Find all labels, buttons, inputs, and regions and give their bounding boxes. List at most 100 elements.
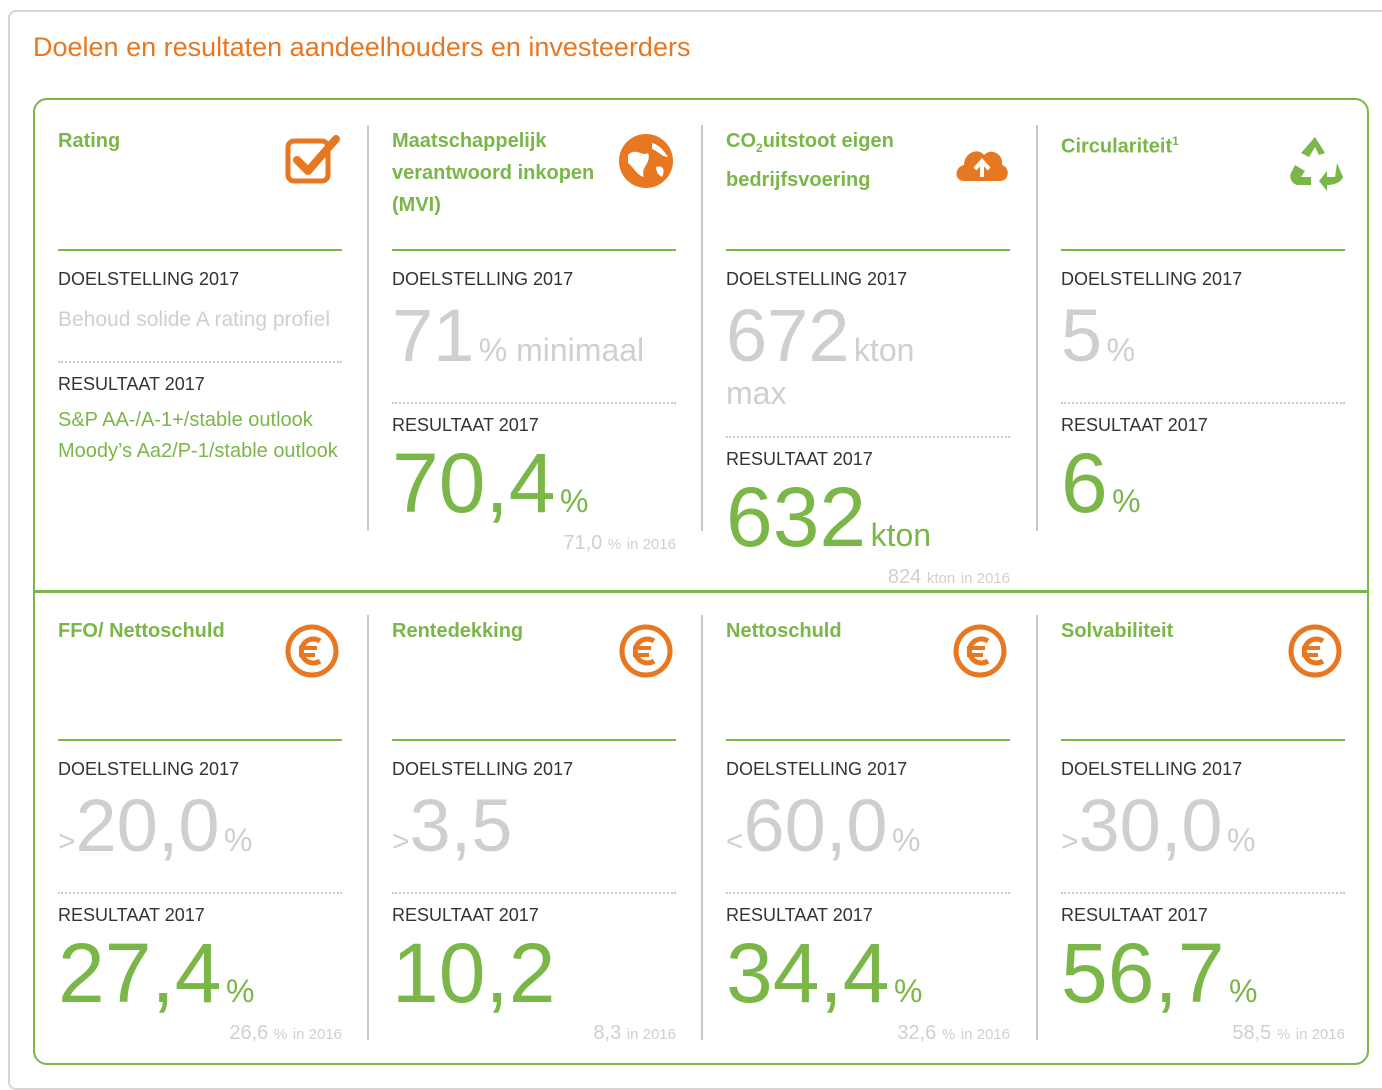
target-label: DOELSTELLING 2017: [1061, 269, 1243, 289]
result-label: RESULTAAT 2017: [392, 415, 539, 435]
result-unit: %: [559, 483, 589, 519]
prior-unit: %: [941, 1026, 956, 1043]
title-text: Rentedekking: [392, 620, 524, 642]
column-separator: [701, 615, 703, 1040]
title-superscript: 1: [1172, 134, 1179, 148]
icon: [619, 624, 673, 678]
prior-suffix: in 2016: [1295, 1026, 1345, 1043]
card: Solvabiliteit DOELSTELLING 2017 >30,0 % RES…: [1061, 615, 1345, 1045]
result-number: 6: [1061, 436, 1108, 530]
result-unit: %: [1228, 973, 1258, 1009]
title-text: Maatschappelijk verantwoord inkopen (MVI…: [392, 130, 595, 216]
target-label: DOELSTELLING 2017: [392, 759, 574, 779]
target-value: 5 %: [1061, 296, 1345, 376]
result-value: 27,4 %: [58, 930, 342, 1016]
result-label: RESULTAAT 2017: [726, 905, 873, 925]
row-divider: [33, 590, 1369, 593]
title-text: FFO/ Nettoschuld: [58, 620, 225, 642]
card: Rating DOELSTELLING 2017 Behoud solide A r…: [58, 125, 342, 467]
column-separator: [701, 125, 703, 531]
target-value: >20,0 %: [58, 786, 342, 866]
target-value: 672 kton max: [726, 294, 1010, 411]
prior-suffix: in 2016: [626, 1026, 676, 1043]
prior-unit: %: [1276, 1026, 1291, 1043]
prior-suffix: in 2016: [960, 570, 1010, 587]
card-title: CO2uitstoot eigen bedrijfsvoering: [726, 125, 1010, 251]
target-unit: %: [1106, 332, 1136, 368]
prior-unit: kton: [926, 570, 956, 587]
card-title: Solvabiliteit: [1061, 615, 1345, 741]
card: Circulariteit1 DOELSTELLING 2017 5 % RESULT…: [1061, 125, 1345, 526]
target-label: DOELSTELLING 2017: [392, 269, 574, 289]
dotted-divider: [1061, 892, 1345, 894]
card: Maatschappelijk verantwoord inkopen (MVI…: [392, 125, 676, 555]
target-value: >3,5: [392, 786, 676, 866]
card: Rentedekking DOELSTELLING 2017 >3,5 RESULTA…: [392, 615, 676, 1045]
result-line: S&P AA-/A-1+/stable outlook: [58, 409, 313, 431]
prior-value: 26,6 % in 2016: [58, 1022, 342, 1045]
card: CO2uitstoot eigen bedrijfsvoering DOELSTE…: [726, 125, 1010, 589]
card-title: Rentedekking: [392, 615, 676, 741]
target-number: 5: [1061, 294, 1103, 377]
icon: [956, 151, 1008, 181]
column-separator: [367, 615, 369, 1040]
card: Nettoschuld DOELSTELLING 2017 <60,0 % RESUL…: [726, 615, 1010, 1045]
result-number: 70,4: [392, 436, 556, 530]
target-unit: %: [1227, 822, 1256, 858]
card-title: Nettoschuld: [726, 615, 1010, 741]
icon: [619, 134, 673, 188]
target-number: 3,5: [409, 784, 513, 867]
target-unit: % minimaal: [478, 332, 645, 368]
prior-value: 8,3 in 2016: [392, 1022, 676, 1045]
dotted-divider: [726, 892, 1010, 894]
target-unit: %: [224, 822, 253, 858]
target-label: DOELSTELLING 2017: [726, 269, 908, 289]
target-number: 30,0: [1078, 784, 1223, 867]
icon: [285, 135, 340, 184]
result-unit: %: [1112, 483, 1141, 519]
result-value: 34,4 %: [726, 930, 1010, 1016]
target-unit: %: [892, 822, 921, 858]
result-unit: %: [225, 973, 255, 1009]
title-text: uitstoot eigen bedrijfsvoering: [726, 130, 894, 191]
prior-number: 26,6: [229, 1022, 269, 1044]
target-number: 60,0: [743, 784, 888, 867]
dotted-divider: [392, 892, 676, 894]
card-title: Circulariteit1: [1061, 125, 1345, 251]
prior-suffix: in 2016: [292, 1026, 342, 1043]
target-value: <60,0 %: [726, 786, 1010, 866]
title-text: CO: [726, 130, 756, 152]
prior-value: 71,0 % in 2016: [392, 532, 676, 555]
title-text: Solvabiliteit: [1061, 620, 1174, 642]
result-number: 27,4: [58, 926, 222, 1020]
target-label: DOELSTELLING 2017: [58, 269, 240, 289]
result-text: S&P AA-/A-1+/stable outlook Moody’s Aa2/P…: [58, 405, 342, 467]
panel: [33, 98, 1369, 1065]
target-prefix: >: [1061, 825, 1079, 858]
prior-number: 58,5: [1232, 1022, 1272, 1044]
result-unit: %: [893, 973, 923, 1009]
result-number: 632: [726, 470, 867, 564]
target-unit: kton: [853, 332, 915, 368]
prior-value: 32,6 % in 2016: [726, 1022, 1010, 1045]
page-title: Doelen en resultaten aandeelhouders en i…: [33, 32, 691, 62]
column-separator: [367, 125, 369, 531]
icon: [1290, 137, 1343, 191]
result-label: RESULTAAT 2017: [58, 905, 205, 925]
card-title: FFO/ Nettoschuld: [58, 615, 342, 741]
result-label: RESULTAAT 2017: [1061, 905, 1208, 925]
result-line: Moody’s Aa2/P-1/stable outlook: [58, 440, 338, 462]
target-note: max: [726, 375, 787, 411]
card-title: Rating: [58, 125, 342, 251]
result-label: RESULTAAT 2017: [726, 449, 873, 469]
target-prefix: >: [58, 825, 76, 858]
target-number: 672: [726, 294, 850, 377]
prior-suffix: in 2016: [626, 536, 676, 553]
target-label: DOELSTELLING 2017: [58, 759, 240, 779]
dotted-divider: [58, 361, 342, 363]
dotted-divider: [58, 892, 342, 894]
prior-unit: %: [607, 536, 622, 553]
result-value: 56,7 %: [1061, 930, 1345, 1016]
icon: [953, 624, 1007, 678]
dotted-divider: [1061, 402, 1345, 404]
